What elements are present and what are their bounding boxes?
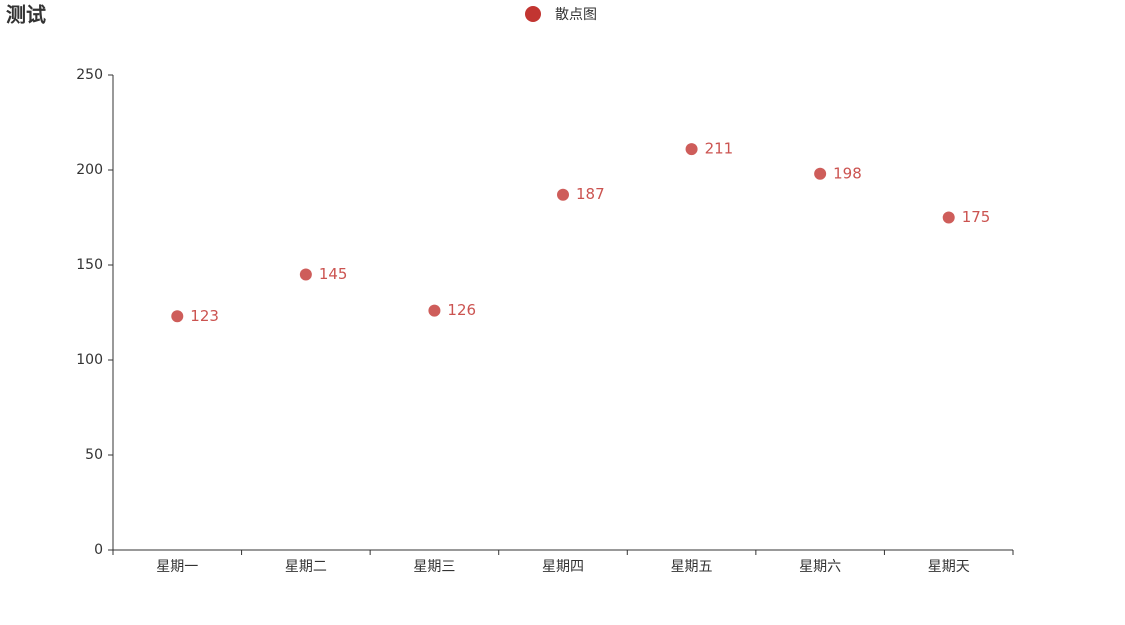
legend-icon (525, 6, 541, 22)
x-tick-label: 星期四 (542, 559, 584, 575)
x-tick-label: 星期六 (799, 559, 841, 575)
x-tick-label: 星期一 (156, 559, 198, 575)
point (942, 211, 955, 224)
point (299, 268, 312, 281)
data-label: 123 (190, 307, 219, 325)
legend-label: 散点图 (555, 7, 597, 23)
y-tick-label: 200 (76, 162, 103, 178)
data-label: 211 (705, 140, 734, 158)
x-tick-label: 星期三 (413, 559, 455, 575)
y-tick-label: 0 (94, 542, 103, 558)
x-tick-label: 星期天 (928, 559, 970, 575)
data-label: 187 (576, 185, 605, 203)
y-tick-label: 50 (85, 447, 103, 463)
y-tick-label: 100 (76, 352, 103, 368)
y-tick-label: 150 (76, 257, 103, 273)
chart-title: 测试 (6, 3, 46, 27)
data-label: 126 (447, 301, 476, 319)
point (171, 310, 184, 323)
point (814, 167, 827, 180)
data-label: 145 (319, 265, 348, 283)
y-tick-label: 250 (76, 67, 103, 83)
data-label: 175 (962, 208, 991, 226)
data-label: 198 (833, 164, 862, 182)
point (685, 143, 698, 156)
x-tick-label: 星期二 (285, 559, 327, 575)
point (557, 188, 569, 201)
x-tick-label: 星期五 (671, 559, 713, 575)
point (428, 304, 441, 317)
